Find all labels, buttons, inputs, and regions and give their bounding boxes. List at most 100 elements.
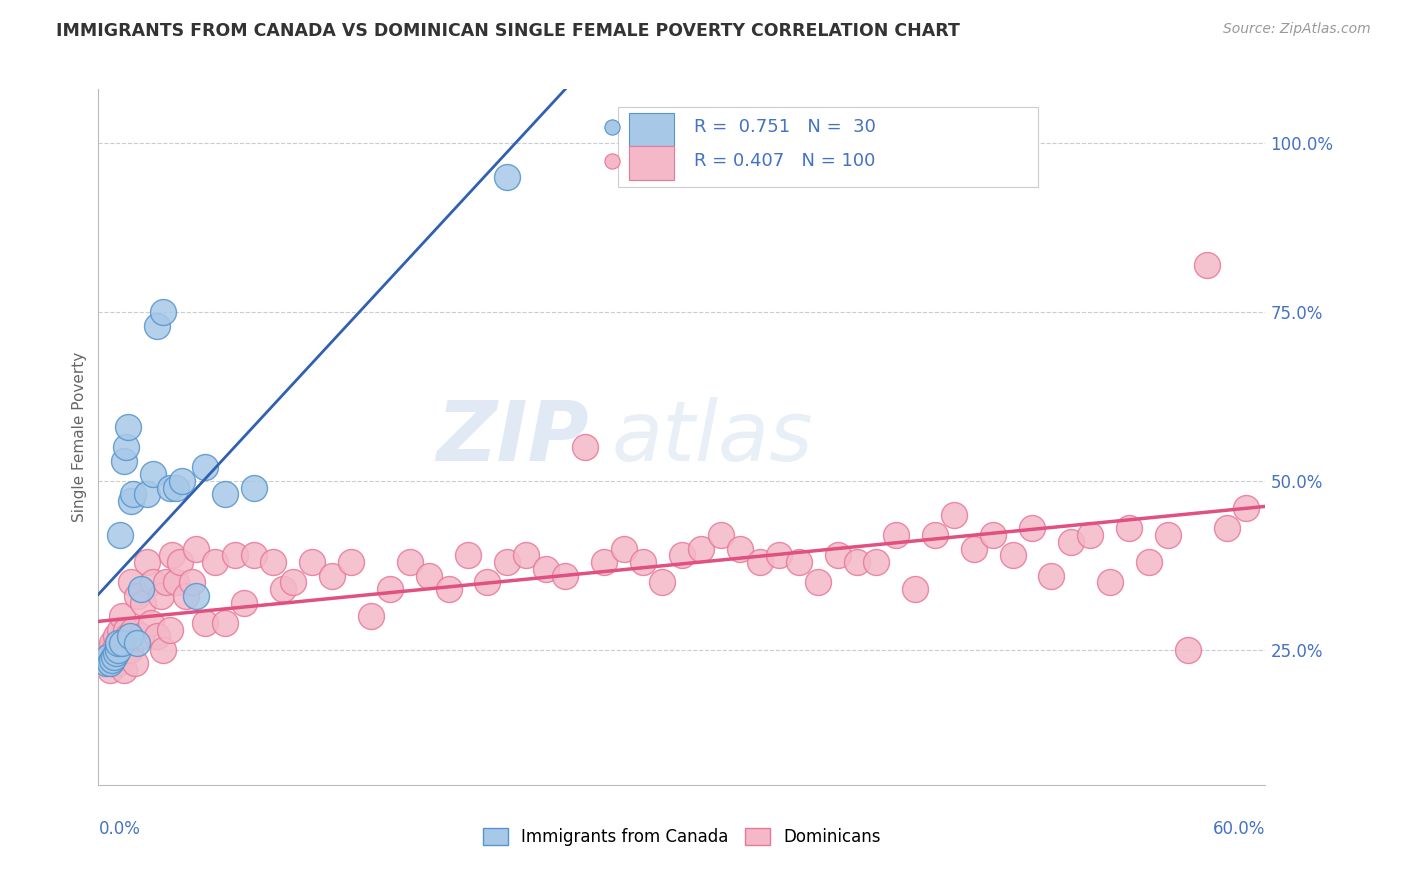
Point [787, 555, 810, 569]
Point [807, 575, 830, 590]
Point [418, 568, 440, 582]
Point [224, 549, 246, 563]
Point [1234, 501, 1257, 516]
Point [1215, 521, 1237, 535]
Point [194, 615, 217, 630]
Point [884, 528, 907, 542]
Point [149, 589, 172, 603]
Point [495, 555, 517, 569]
Point [97, 649, 120, 664]
Point [748, 555, 770, 569]
Point [169, 555, 191, 569]
Point [1137, 555, 1160, 569]
Point [174, 589, 197, 603]
Point [865, 555, 887, 569]
Point [117, 420, 139, 434]
FancyBboxPatch shape [630, 146, 673, 179]
Point [104, 649, 127, 664]
Point [1098, 575, 1121, 590]
Point [111, 649, 134, 664]
Point [184, 589, 207, 603]
Point [104, 629, 127, 643]
Point [943, 508, 966, 522]
Point [437, 582, 460, 596]
Point [101, 653, 124, 667]
Point [108, 643, 131, 657]
Point [146, 318, 169, 333]
Point [194, 460, 217, 475]
Point [613, 541, 636, 556]
Point [321, 568, 343, 582]
Point [129, 582, 152, 596]
Point [98, 657, 121, 671]
Point [457, 549, 479, 563]
Point [96, 657, 118, 671]
Point [122, 623, 145, 637]
Point [710, 528, 733, 542]
Point [1001, 549, 1024, 563]
Point [981, 528, 1004, 542]
Point [159, 481, 181, 495]
Point [262, 555, 284, 569]
Point [534, 562, 557, 576]
Point [111, 609, 134, 624]
Text: 0.0%: 0.0% [98, 820, 141, 838]
Point [97, 649, 120, 664]
Point [243, 549, 266, 563]
Point [165, 575, 187, 590]
Point [180, 575, 202, 590]
Point [124, 657, 146, 671]
Point [155, 575, 177, 590]
Point [962, 541, 984, 556]
Point [574, 440, 596, 454]
Point [340, 555, 363, 569]
Point [107, 657, 129, 671]
Point [214, 487, 236, 501]
Point [121, 494, 143, 508]
Text: R =  0.751   N =  30: R = 0.751 N = 30 [693, 119, 876, 136]
Point [730, 541, 752, 556]
Point [118, 643, 141, 657]
Point [1021, 521, 1043, 535]
Text: R = 0.407   N = 100: R = 0.407 N = 100 [693, 152, 875, 169]
Point [104, 646, 127, 660]
Point [214, 615, 236, 630]
Point [671, 549, 693, 563]
Point [112, 643, 135, 657]
Point [136, 555, 159, 569]
Point [593, 555, 616, 569]
Point [165, 481, 187, 495]
Point [132, 596, 155, 610]
Point [112, 663, 135, 677]
Point [1157, 528, 1180, 542]
Point [127, 589, 149, 603]
Point [360, 609, 382, 624]
Point [101, 636, 124, 650]
Point [204, 555, 226, 569]
Point [139, 615, 162, 630]
Point [924, 528, 946, 542]
Point [233, 596, 256, 610]
Point [114, 440, 136, 454]
Point [271, 582, 294, 596]
Point [98, 663, 121, 677]
Point [904, 582, 927, 596]
Point [103, 643, 125, 657]
Point [152, 643, 174, 657]
Point [768, 549, 790, 563]
Point [142, 467, 165, 482]
Point [554, 568, 576, 582]
Point [651, 575, 673, 590]
Text: ZIP: ZIP [436, 397, 589, 477]
Point [96, 657, 118, 671]
Point [117, 629, 139, 643]
Point [1177, 643, 1199, 657]
Text: Source: ZipAtlas.com: Source: ZipAtlas.com [1223, 22, 1371, 37]
Point [98, 643, 121, 657]
Point [112, 454, 135, 468]
Text: 60.0%: 60.0% [1213, 820, 1265, 838]
Point [301, 555, 323, 569]
Point [146, 629, 169, 643]
Point [477, 575, 499, 590]
Point [162, 549, 184, 563]
